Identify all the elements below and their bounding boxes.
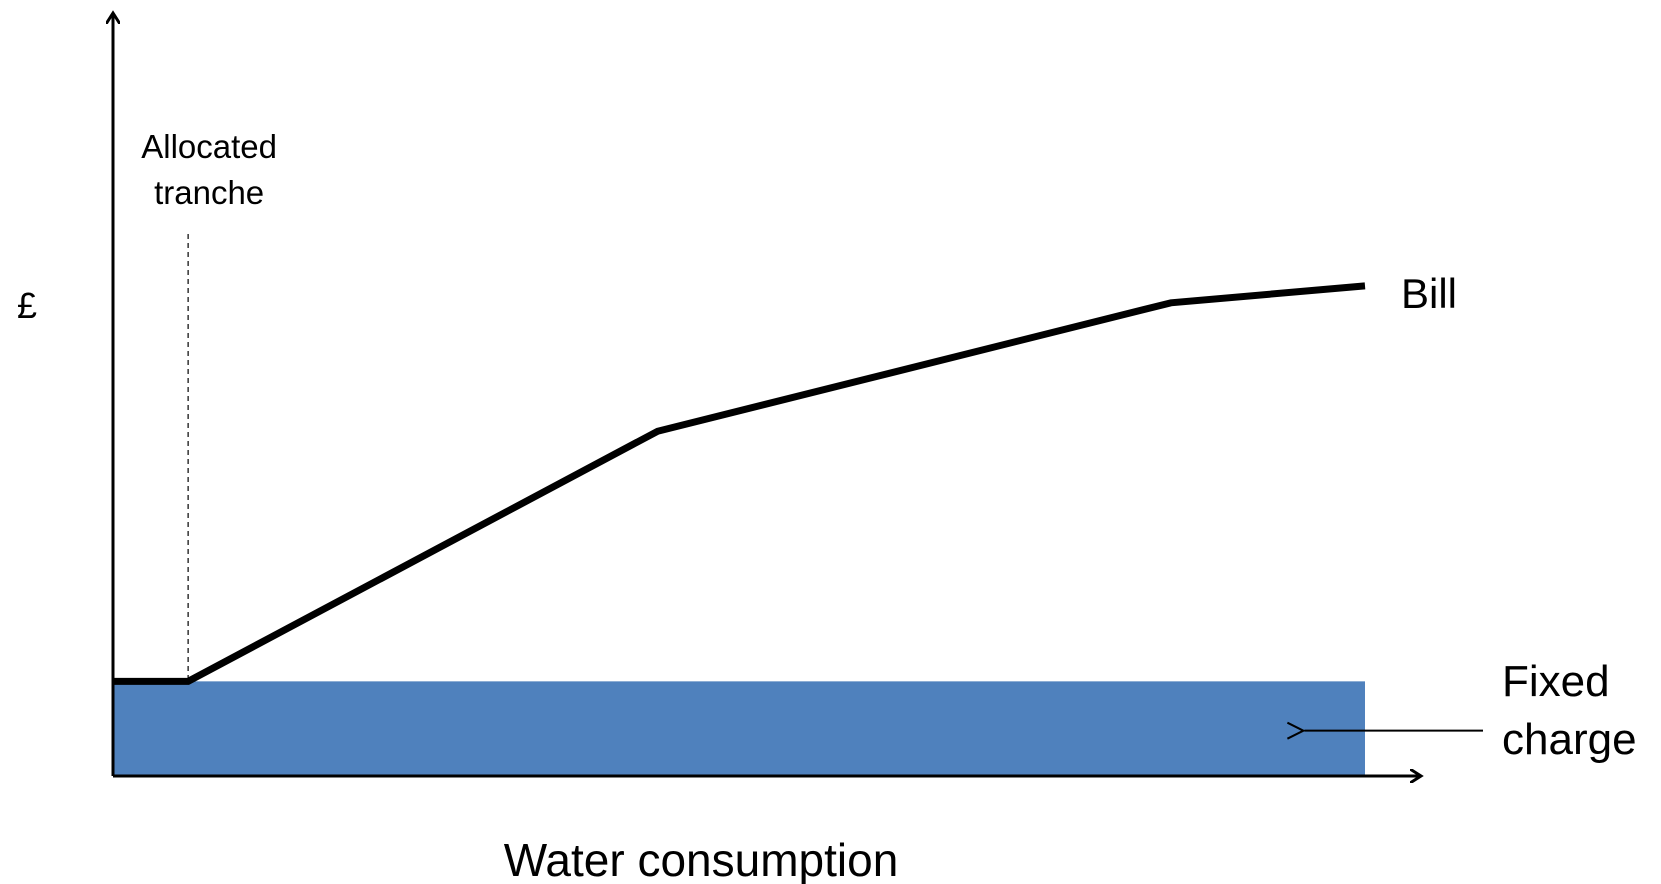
fixed-charge-bar — [113, 681, 1365, 776]
x-axis-label: Water consumption — [504, 834, 899, 884]
fixed-charge-label: Fixed — [1502, 657, 1610, 706]
fixed-charge-label-line2: charge — [1502, 715, 1637, 764]
y-axis-label: £ — [17, 285, 37, 326]
bill-series-label: Bill — [1401, 270, 1457, 317]
allocated-tranche-label-line2: tranche — [154, 174, 264, 211]
allocated-tranche-label: Allocated — [141, 128, 277, 165]
bill-series-line — [113, 282, 1366, 685]
